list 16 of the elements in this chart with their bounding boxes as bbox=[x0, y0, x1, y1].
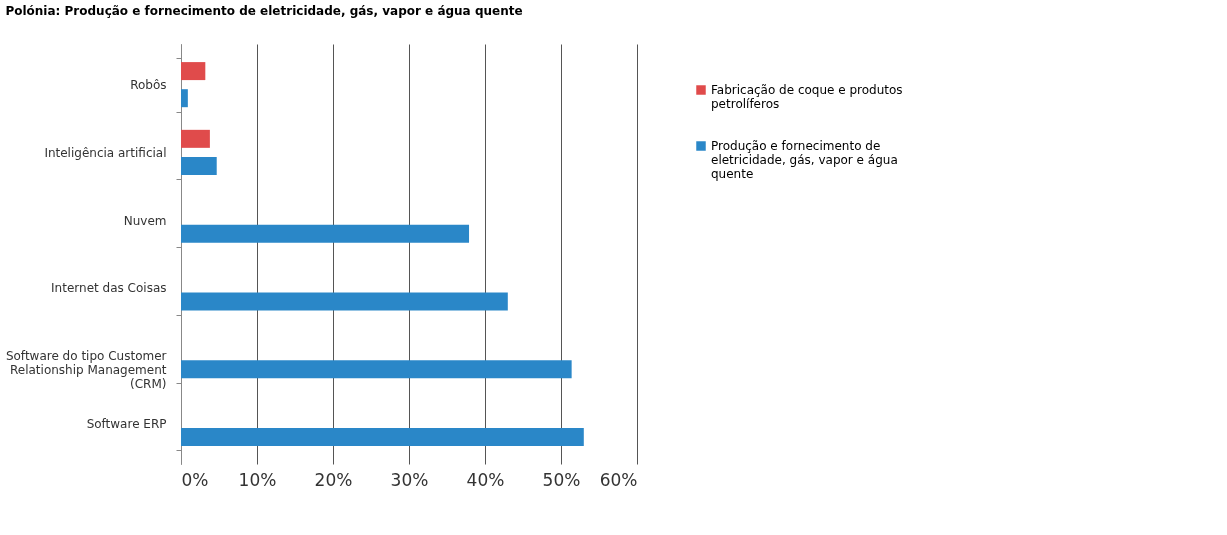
y-tick-label: Inteligência artificial bbox=[44, 145, 167, 160]
x-tick-label: 0% bbox=[181, 469, 209, 490]
y-tick-label: Robôs bbox=[130, 78, 167, 93]
y-tick-label: Software do tipo Customer Relationship Management (CRM) bbox=[5, 349, 167, 392]
legend-label: Fabricação de coque e produtos petrolíferos bbox=[711, 83, 903, 111]
x-tick-label: 60% bbox=[599, 469, 638, 490]
x-tick-label: 50% bbox=[542, 469, 581, 490]
legend-label: Produção e fornecimento de eletricidade, gás, vapor e água quente bbox=[711, 139, 898, 181]
x-tick-label: 20% bbox=[314, 469, 353, 490]
x-tick-label: 40% bbox=[466, 469, 505, 490]
y-tick-label: Nuvem bbox=[123, 213, 167, 228]
y-tick-label: Internet das Coisas bbox=[51, 281, 167, 296]
y-tick-label: Software ERP bbox=[86, 416, 167, 431]
x-tick-label: 30% bbox=[390, 469, 429, 490]
chart-title: Polónia: Produção e fornecimento de eletricidade, gás, vapor e água quente bbox=[5, 4, 523, 18]
x-tick-label: 10% bbox=[238, 469, 277, 490]
